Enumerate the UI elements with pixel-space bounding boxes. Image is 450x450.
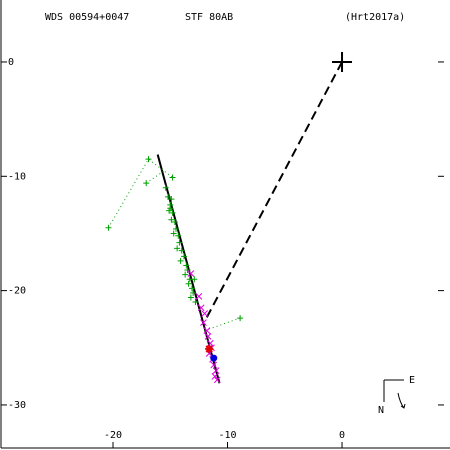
point [211, 373, 219, 380]
point [189, 285, 196, 292]
header-left: WDS 00594+0047 [45, 12, 129, 23]
point [174, 245, 181, 252]
point [175, 232, 182, 239]
line [203, 61, 343, 322]
point [168, 216, 175, 223]
y-tick-label: 0 [8, 57, 14, 68]
point [145, 156, 152, 163]
point [203, 327, 211, 334]
point [197, 304, 205, 312]
point [195, 292, 203, 300]
point [172, 225, 179, 232]
point [169, 174, 176, 181]
point [171, 219, 178, 226]
compass: E N [378, 375, 415, 416]
compass-north: N [378, 405, 384, 416]
point [205, 344, 214, 353]
point [164, 193, 171, 200]
point [191, 276, 198, 283]
x-tick-label: 0 [339, 430, 345, 441]
point [190, 289, 197, 296]
header-right: (Hrt2017a) [345, 12, 405, 23]
y-tick-label: -20 [8, 286, 26, 297]
point [212, 367, 220, 375]
point [167, 205, 174, 212]
point [210, 361, 218, 369]
point [176, 239, 183, 246]
compass-arrow [397, 392, 406, 409]
point [184, 267, 191, 274]
point [183, 262, 190, 269]
point [204, 333, 212, 340]
point [201, 310, 208, 317]
point [213, 376, 221, 384]
y-tick-label: -30 [8, 400, 26, 411]
point [200, 319, 207, 326]
point [185, 280, 192, 287]
point [162, 184, 169, 191]
point [177, 257, 184, 264]
point [332, 51, 353, 72]
x-tick-label: -10 [218, 430, 236, 441]
y-tick-label: -10 [8, 171, 26, 182]
compass-east: E [409, 375, 415, 386]
header-center: STF 80AB [185, 12, 233, 23]
point [210, 354, 218, 362]
x-tick-label: -20 [104, 430, 122, 441]
point [181, 253, 188, 260]
point [182, 271, 189, 278]
point [170, 230, 177, 237]
point [143, 180, 150, 187]
point [187, 294, 194, 301]
point [237, 315, 244, 322]
point [168, 196, 175, 203]
point [192, 299, 199, 306]
point [169, 209, 176, 216]
point [187, 270, 195, 277]
point [105, 224, 112, 231]
point [178, 247, 185, 254]
